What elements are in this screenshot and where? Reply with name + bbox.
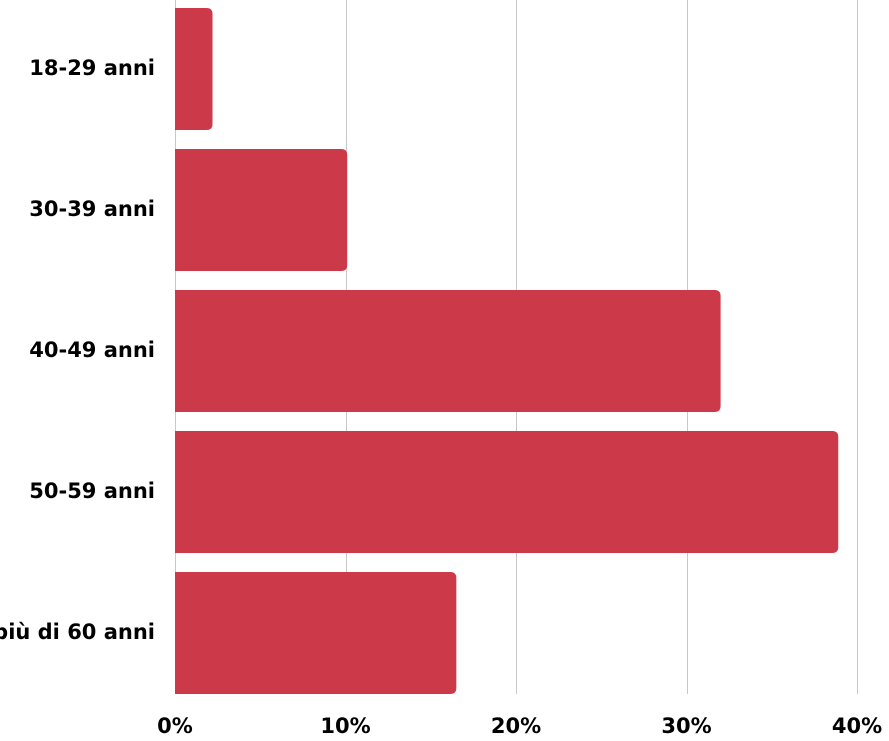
x-tick-label: 0%: [157, 714, 193, 738]
bar-2: [175, 149, 348, 271]
x-tick-label: 20%: [491, 714, 541, 738]
category-label: più di 60 anni: [0, 620, 155, 644]
bar-4: [175, 431, 839, 553]
x-tick-label: 10%: [320, 714, 370, 738]
category-label: 50-59 anni: [29, 479, 155, 503]
bars: [175, 8, 839, 694]
category-label: 30-39 anni: [29, 197, 155, 221]
bar-3: [175, 290, 721, 412]
bar-1: [175, 8, 213, 130]
x-tick-label: 40%: [832, 714, 882, 738]
bar-5: [175, 572, 457, 694]
category-labels: 18-29 anni 30-39 anni 40-49 anni 50-59 anni…: [0, 56, 155, 644]
category-label: 18-29 anni: [29, 56, 155, 80]
x-tick-label: 30%: [661, 714, 711, 738]
category-label: 40-49 anni: [29, 338, 155, 362]
x-tick-labels: 0% 10% 20% 30% 40%: [157, 714, 882, 738]
